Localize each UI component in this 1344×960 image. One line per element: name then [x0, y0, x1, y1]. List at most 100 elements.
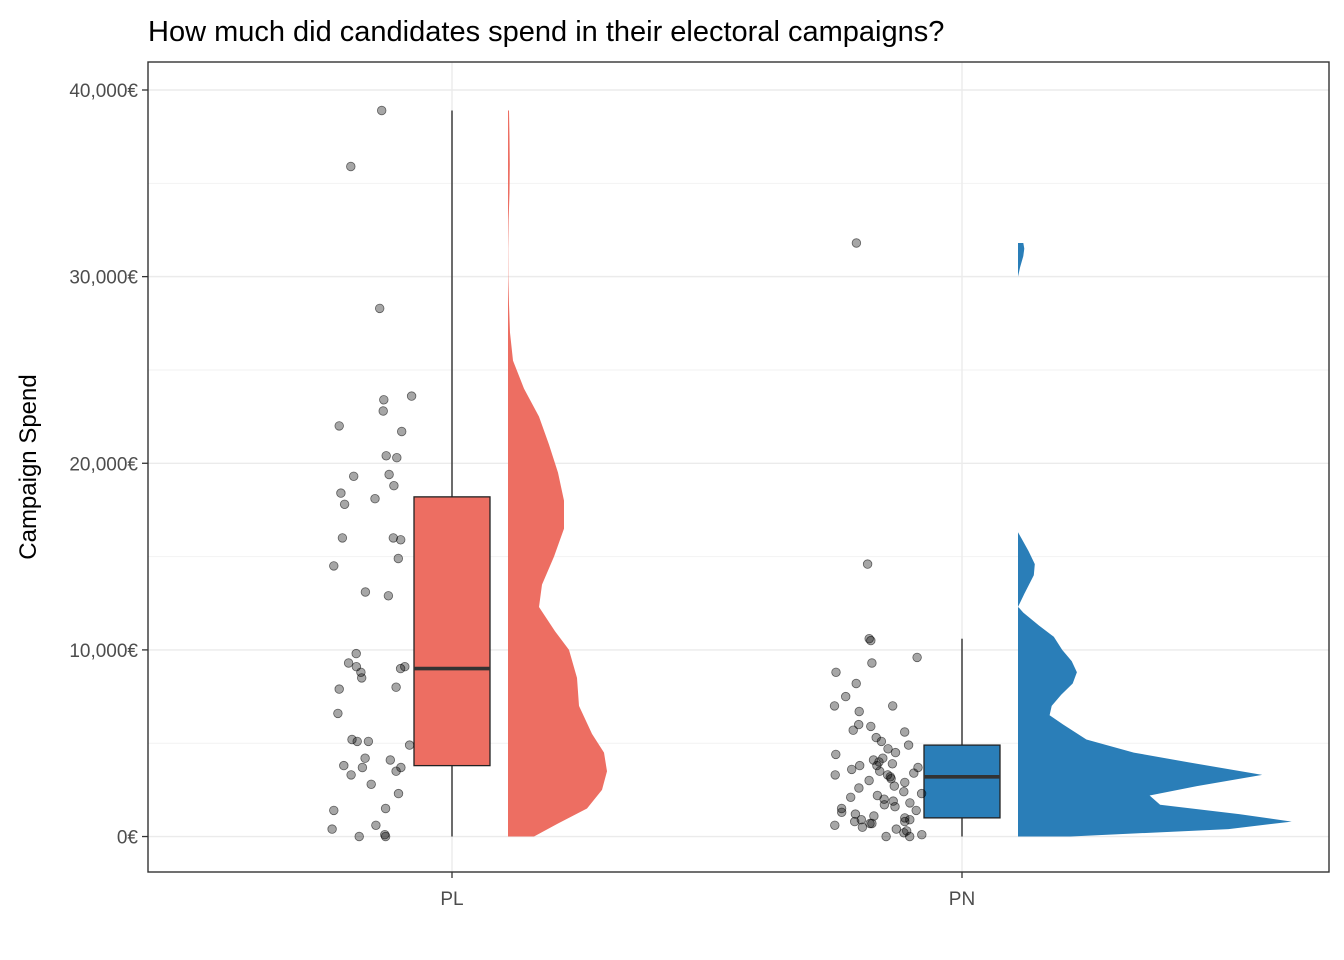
data-point	[905, 831, 915, 842]
data-point	[397, 426, 407, 437]
data-point	[329, 805, 339, 816]
data-point	[912, 652, 922, 663]
data-point	[379, 395, 389, 405]
box-pl	[413, 496, 491, 767]
data-point	[351, 648, 361, 659]
data-point	[354, 831, 364, 842]
data-point	[352, 736, 362, 747]
data-point	[846, 792, 856, 803]
data-point	[371, 820, 381, 831]
data-point	[890, 802, 900, 812]
data-point	[888, 701, 898, 711]
data-point	[900, 816, 910, 827]
data-point	[380, 803, 391, 814]
data-point	[887, 759, 898, 769]
data-point	[879, 800, 890, 810]
data-point	[391, 766, 401, 776]
data-point	[391, 682, 401, 692]
x-tick-label: PN	[949, 889, 975, 910]
x-tick-label: PL	[440, 889, 463, 910]
data-point	[899, 787, 909, 797]
data-point	[334, 684, 344, 694]
data-point	[343, 658, 354, 668]
box-pn	[923, 744, 1001, 819]
y-tick-label: 10,000€	[69, 641, 138, 662]
data-point	[831, 749, 841, 760]
chart-title: How much did candidates spend in their e…	[148, 16, 944, 48]
data-point	[864, 775, 874, 786]
data-point	[909, 768, 919, 778]
data-point	[848, 725, 858, 735]
data-point	[363, 736, 374, 747]
data-point	[396, 535, 406, 545]
y-axis-title: Campaign Spend	[15, 374, 42, 559]
data-point	[905, 798, 915, 808]
data-point	[866, 721, 876, 732]
data-point	[360, 587, 371, 597]
data-point	[329, 561, 339, 571]
data-point	[357, 673, 367, 683]
data-point	[854, 706, 864, 717]
data-point	[831, 667, 841, 678]
data-point	[406, 391, 417, 401]
data-point	[366, 779, 376, 790]
data-point	[829, 701, 840, 711]
data-point	[866, 635, 876, 646]
data-point	[872, 760, 882, 771]
data-point	[830, 770, 840, 780]
data-point	[857, 822, 868, 832]
data-point	[883, 744, 893, 754]
data-point	[888, 796, 898, 806]
data-point	[837, 807, 847, 818]
data-point	[890, 747, 901, 758]
data-point	[385, 755, 396, 765]
data-point	[903, 740, 914, 750]
data-point	[850, 816, 860, 827]
data-point	[867, 818, 877, 829]
data-point	[911, 805, 921, 816]
data-point	[339, 499, 350, 510]
data-point	[889, 781, 900, 791]
data-point	[830, 820, 840, 831]
data-point	[900, 777, 910, 788]
data-point	[334, 421, 344, 431]
data-point	[867, 658, 877, 668]
data-point	[360, 753, 370, 763]
data-point	[395, 663, 406, 674]
data-point	[876, 736, 887, 747]
data-point	[900, 813, 910, 823]
data-point	[393, 553, 404, 564]
data-point	[916, 788, 927, 799]
data-point	[881, 831, 891, 842]
data-point	[917, 830, 927, 840]
data-point	[381, 451, 391, 461]
y-tick-label: 40,000€	[69, 81, 138, 102]
data-point	[327, 824, 337, 834]
data-point	[389, 481, 399, 491]
data-point	[841, 691, 851, 702]
data-point	[869, 811, 879, 821]
data-point	[878, 753, 888, 763]
data-point	[333, 708, 343, 719]
density-pn	[1018, 243, 1292, 837]
data-point	[384, 469, 394, 480]
data-point	[854, 719, 864, 730]
data-point	[375, 303, 385, 314]
data-point	[900, 727, 910, 737]
data-point	[349, 471, 359, 482]
data-point	[393, 788, 404, 799]
data-point	[357, 762, 368, 773]
data-point	[862, 559, 873, 569]
data-point	[847, 764, 857, 775]
data-point	[851, 678, 861, 689]
data-point	[370, 494, 380, 504]
data-point	[836, 803, 847, 814]
data-point	[871, 732, 881, 743]
data-point	[339, 760, 349, 771]
y-tick-label: 0€	[117, 828, 139, 849]
y-tick-label: 30,000€	[69, 268, 138, 289]
data-point	[392, 453, 402, 463]
data-point	[855, 760, 865, 771]
data-point	[875, 766, 885, 776]
